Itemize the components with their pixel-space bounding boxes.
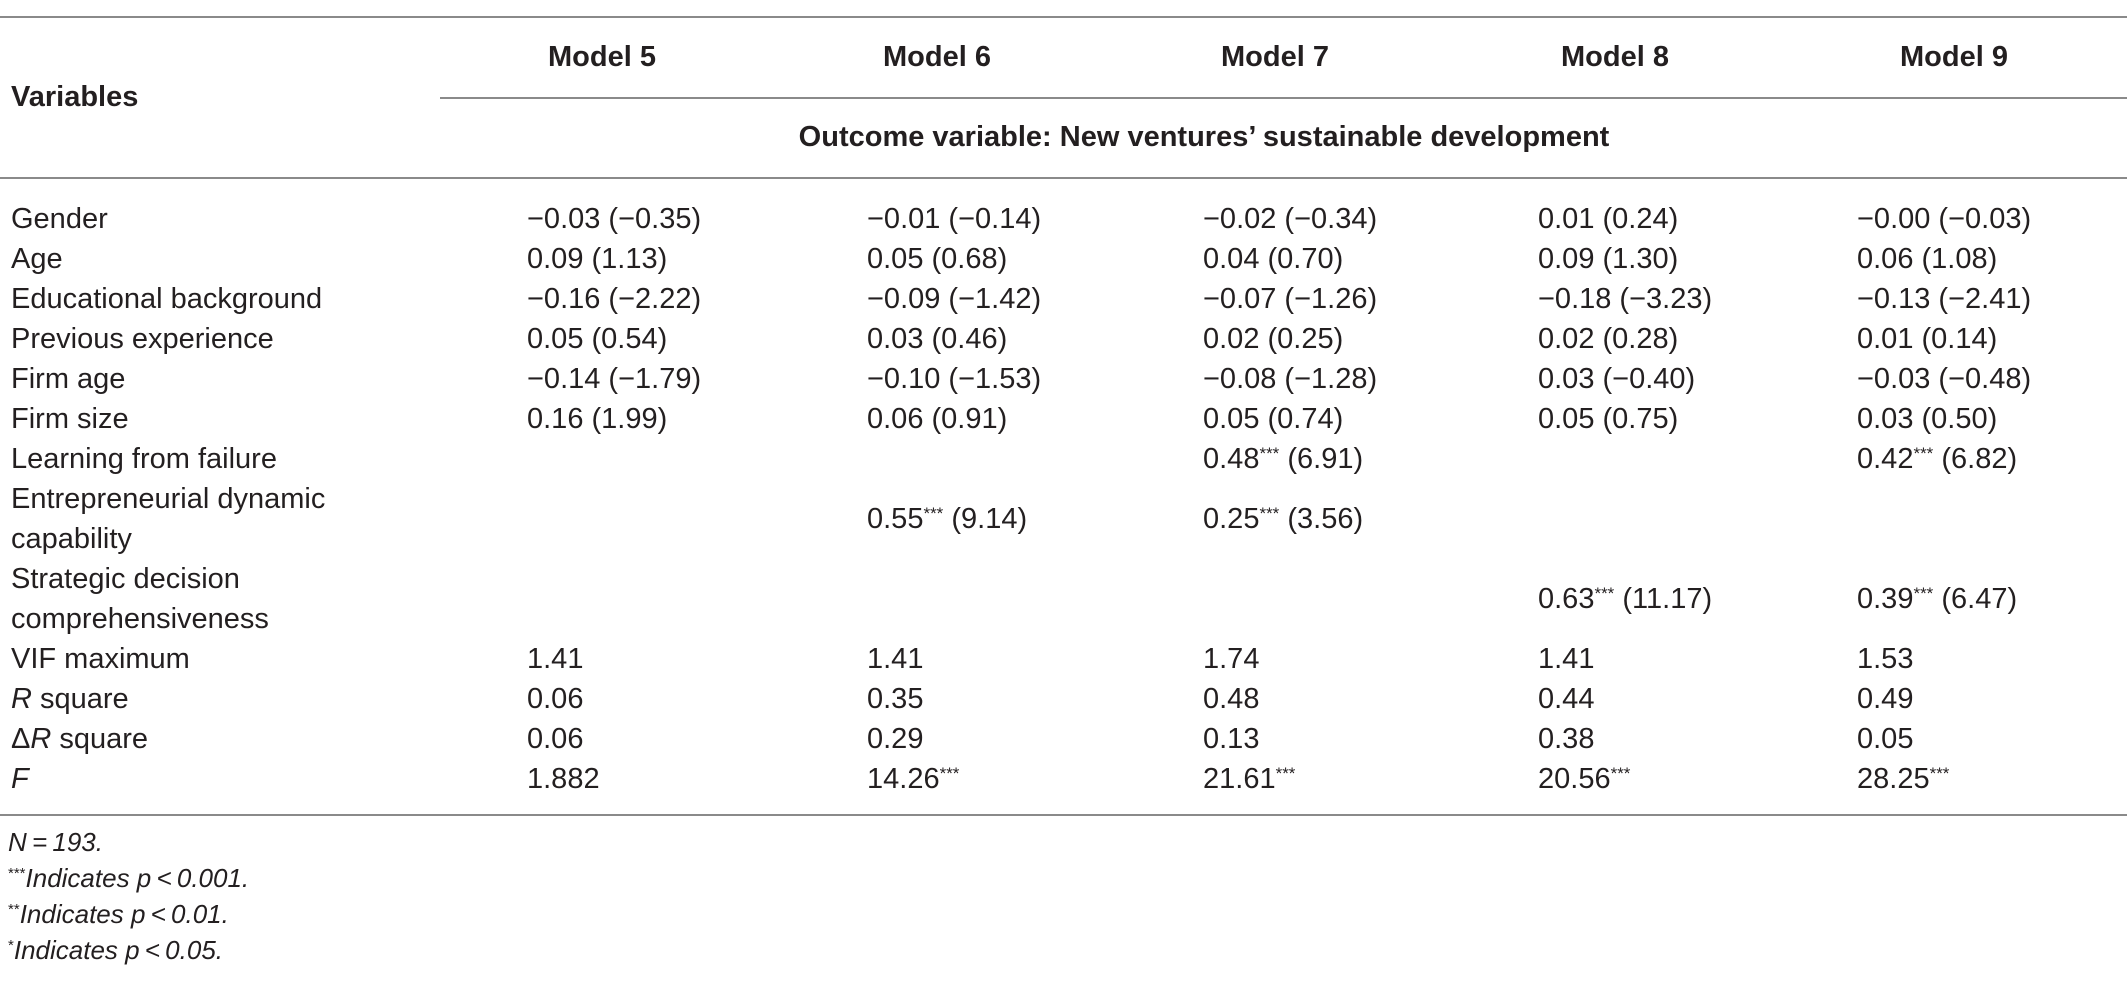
model-6-header: Model 6: [883, 41, 991, 73]
table-cell: −0.13 (−2.41): [1857, 283, 2032, 315]
model-7-header: Model 7: [1221, 41, 1329, 73]
table-cell: 0.06 (1.08): [1857, 243, 1998, 275]
table-cell: −0.00 (−0.03): [1857, 203, 2032, 235]
significance-stars: ***: [939, 764, 960, 783]
significance-stars: ***: [1913, 584, 1934, 603]
table-cell: 0.02 (0.25): [1203, 323, 1344, 355]
table-cell: 0.29: [867, 723, 924, 755]
table-cell: −0.10 (−1.53): [867, 363, 1042, 395]
table-cell: 0.38: [1538, 723, 1595, 755]
table-cell: 0.42*** (6.82): [1857, 443, 2018, 475]
bottom-rule: [0, 814, 2127, 816]
table-cell: −0.09 (−1.42): [867, 283, 1042, 315]
table-cell: 0.03 (−0.40): [1538, 363, 1696, 395]
model-header-rule: [440, 97, 2127, 99]
table-cell: 0.48*** (6.91): [1203, 443, 1364, 475]
table-cell: 0.06: [527, 683, 584, 715]
significance-stars: ***: [1275, 764, 1296, 783]
table-cell: 0.09 (1.30): [1538, 243, 1679, 275]
table-cell: 0.55*** (9.14): [867, 503, 1028, 535]
row-label: VIF maximum: [11, 643, 190, 675]
top-rule: [0, 16, 2127, 18]
table-cell: 0.06 (0.91): [867, 403, 1008, 435]
header-bottom-rule: [0, 177, 2127, 179]
table-cell: −0.07 (−1.26): [1203, 283, 1378, 315]
significance-stars: ***: [1259, 444, 1280, 463]
significance-stars: ***: [1594, 584, 1615, 603]
model-5-header: Model 5: [548, 41, 656, 73]
significance-stars: ***: [1913, 444, 1934, 463]
table-cell: −0.16 (−2.22): [527, 283, 702, 315]
table-cell: 1.74: [1203, 643, 1260, 675]
table-cell: 1.882: [527, 763, 600, 795]
significance-stars: ***: [1610, 764, 1631, 783]
table-cell: 0.16 (1.99): [527, 403, 668, 435]
table-cell: 0.39*** (6.47): [1857, 583, 2018, 615]
table-cell: 0.05 (0.68): [867, 243, 1008, 275]
table-cell: 0.48: [1203, 683, 1260, 715]
table-cell: 0.06: [527, 723, 584, 755]
variables-header: Variables: [11, 81, 139, 113]
table-cell: 1.41: [1538, 643, 1595, 675]
table-cell: 0.01 (0.24): [1538, 203, 1679, 235]
table-cell: 1.41: [867, 643, 924, 675]
row-label: Age: [11, 243, 63, 275]
row-label: Educational background: [11, 283, 323, 315]
table-cell: 0.05 (0.74): [1203, 403, 1344, 435]
table-cell: 0.03 (0.50): [1857, 403, 1998, 435]
table-cell: −0.02 (−0.34): [1203, 203, 1378, 235]
table-cell: 0.01 (0.14): [1857, 323, 1998, 355]
table-note: N = 193.: [8, 827, 103, 857]
table-cell: 0.05: [1857, 723, 1914, 755]
row-label: Learning from failure: [11, 443, 277, 475]
row-label: Previous experience: [11, 323, 274, 355]
table-cell: 0.25*** (3.56): [1203, 503, 1364, 535]
table-cell: 0.04 (0.70): [1203, 243, 1344, 275]
significance-stars: ***: [923, 504, 944, 523]
model-9-header: Model 9: [1900, 41, 2008, 73]
significance-stars: ***: [1259, 504, 1280, 523]
table-cell: 14.26***: [867, 763, 960, 795]
table-note: ***Indicates p < 0.001.: [8, 863, 250, 893]
table-cell: 0.44: [1538, 683, 1595, 715]
table-cell: 0.02 (0.28): [1538, 323, 1679, 355]
table-note: **Indicates p < 0.01.: [8, 899, 229, 929]
row-label: Firm age: [11, 363, 126, 395]
table-cell: −0.03 (−0.35): [527, 203, 702, 235]
table-cell: −0.08 (−1.28): [1203, 363, 1378, 395]
model-8-header: Model 8: [1561, 41, 1669, 73]
row-label: Strategic decision comprehensiveness: [11, 563, 269, 635]
table-cell: −0.14 (−1.79): [527, 363, 702, 395]
row-label: ΔR square: [11, 723, 149, 755]
table-cell: −0.03 (−0.48): [1857, 363, 2032, 395]
row-label: Entrepreneurial dynamic capability: [11, 483, 326, 555]
row-label: Gender: [11, 203, 108, 235]
table-cell: 28.25***: [1857, 763, 1950, 795]
table-cell: 1.53: [1857, 643, 1914, 675]
table-note: *Indicates p < 0.05.: [8, 935, 224, 965]
table-cell: 20.56***: [1538, 763, 1631, 795]
table-cell: 21.61***: [1203, 763, 1296, 795]
table-cell: 0.03 (0.46): [867, 323, 1008, 355]
table-cell: 1.41: [527, 643, 584, 675]
table-cell: 0.35: [867, 683, 924, 715]
table-cell: 0.13: [1203, 723, 1260, 755]
row-label: R square: [11, 683, 129, 715]
table-cell: 0.49: [1857, 683, 1914, 715]
table-cell: 0.09 (1.13): [527, 243, 668, 275]
significance-stars: ***: [1929, 764, 1950, 783]
table-cell: 0.05 (0.54): [527, 323, 668, 355]
table-cell: −0.18 (−3.23): [1538, 283, 1713, 315]
outcome-variable-header: Outcome variable: New ventures’ sustaina…: [798, 121, 1610, 153]
row-label: F: [11, 763, 29, 795]
table-cell: 0.63*** (11.17): [1538, 583, 1713, 615]
row-label: Firm size: [11, 403, 129, 435]
table-cell: 0.05 (0.75): [1538, 403, 1679, 435]
table-cell: −0.01 (−0.14): [867, 203, 1042, 235]
